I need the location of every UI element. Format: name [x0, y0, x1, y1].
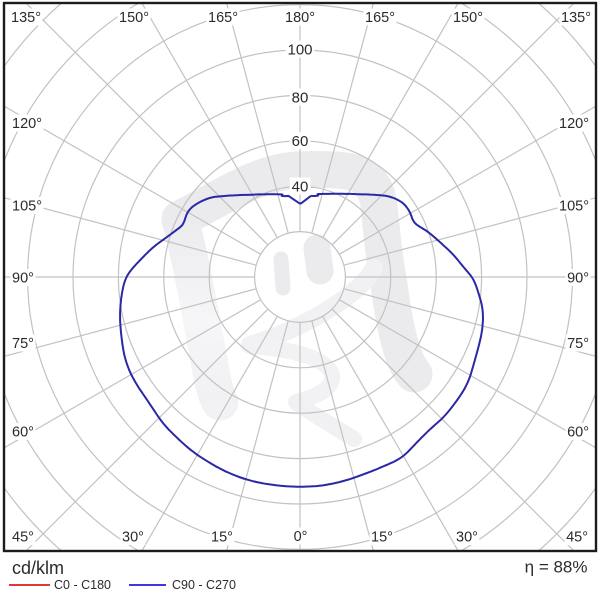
svg-text:80: 80 [292, 89, 309, 106]
svg-text:60: 60 [292, 133, 309, 150]
svg-text:0°: 0° [294, 529, 308, 545]
svg-text:90°: 90° [12, 271, 34, 287]
svg-text:90°: 90° [567, 271, 589, 287]
svg-text:60°: 60° [12, 425, 34, 441]
svg-text:C90 - C270: C90 - C270 [172, 578, 236, 592]
svg-text:165°: 165° [208, 10, 238, 26]
svg-text:75°: 75° [567, 336, 589, 352]
svg-text:η = 88%: η = 88% [525, 558, 588, 577]
svg-text:15°: 15° [371, 530, 393, 546]
svg-text:100: 100 [287, 41, 312, 58]
svg-text:120°: 120° [12, 116, 42, 132]
svg-text:45°: 45° [566, 530, 588, 546]
svg-text:30°: 30° [122, 530, 144, 546]
svg-text:45°: 45° [12, 530, 34, 546]
svg-text:15°: 15° [211, 530, 233, 546]
svg-text:180°: 180° [285, 10, 315, 26]
svg-text:105°: 105° [559, 199, 589, 215]
svg-text:75°: 75° [12, 336, 34, 352]
svg-text:60°: 60° [567, 425, 589, 441]
svg-text:135°: 135° [561, 10, 591, 26]
svg-text:135°: 135° [11, 10, 41, 26]
svg-text:120°: 120° [559, 116, 589, 132]
svg-text:C0 - C180: C0 - C180 [54, 578, 111, 592]
svg-text:165°: 165° [365, 10, 395, 26]
svg-text:150°: 150° [119, 10, 149, 26]
svg-text:150°: 150° [453, 10, 483, 26]
svg-text:40: 40 [292, 178, 309, 195]
svg-text:cd/klm: cd/klm [12, 558, 64, 578]
svg-text:105°: 105° [12, 199, 42, 215]
svg-text:30°: 30° [456, 530, 478, 546]
